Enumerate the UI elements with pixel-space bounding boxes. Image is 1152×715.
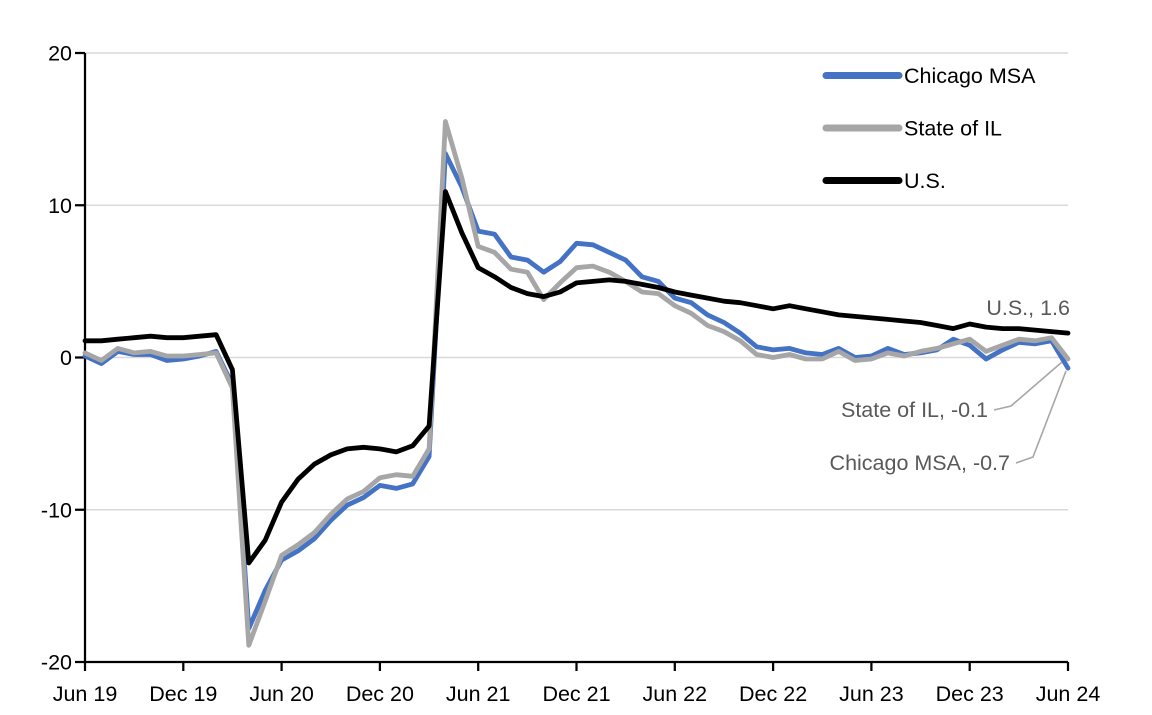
legend-item-chicago-msa: Chicago MSA [822,64,1036,88]
annotation-chicago-msa: Chicago MSA, -0.7 [830,451,1010,475]
x-axis-tick-label: Dec 23 [936,682,1004,706]
legend-label-chicago-msa: Chicago MSA [904,64,1036,88]
x-axis-tick-label: Jun 23 [839,682,904,706]
y-axis-tick-label: 10 [48,194,72,218]
series-lines [82,119,1071,648]
annotation-state-of-il: State of IL, -0.1 [841,398,988,422]
y-axis-tick-label: -20 [41,651,72,675]
x-axis-tick-label: Dec 21 [542,682,610,706]
x-axis-tick-label: Dec 22 [739,682,807,706]
y-axis-tick-label: 20 [48,42,72,66]
x-axis-tick-label: Jun 24 [1036,682,1101,706]
annotation-us: U.S., 1.6 [986,296,1070,320]
legend-label-state-of-il: State of IL [904,117,1002,141]
y-axis-tick-label: 0 [60,346,72,370]
axes [75,51,1070,671]
x-axis-tick-label: Dec 20 [346,682,414,706]
legend-item-state-of-il: State of IL [822,117,1002,141]
x-axis-tick-label: Jun 22 [643,682,708,706]
x-axis-tick-label: Jun 19 [53,682,118,706]
leader-line-state-of-il [993,361,1063,411]
x-axis-tick-label: Dec 19 [149,682,217,706]
legend: Chicago MSA State of IL U.S. [822,64,1036,193]
annotation-leader-lines [993,361,1067,464]
y-axis-tick-label: -10 [41,498,72,522]
x-axis-tick-label: Jun 20 [249,682,314,706]
gridlines [85,52,1068,511]
series-line-state-of-il [82,119,1071,648]
y-axis-labels: 20 10 0 -10 -20 [41,42,72,675]
legend-label-u-s: U.S. [904,169,946,193]
series-line-u-s [82,189,1071,566]
x-axis-tick-label: Jun 21 [446,682,511,706]
annotation-labels: U.S., 1.6 State of IL, -0.1 Chicago MSA, -… [830,296,1070,475]
x-axis-labels: Jun 19 Dec 19 Jun 20 Dec 20 Jun 21 Dec 21 Jun … [53,682,1101,706]
legend-item-u-s: U.S. [822,169,946,193]
leader-line-chicago-msa [1015,370,1067,464]
